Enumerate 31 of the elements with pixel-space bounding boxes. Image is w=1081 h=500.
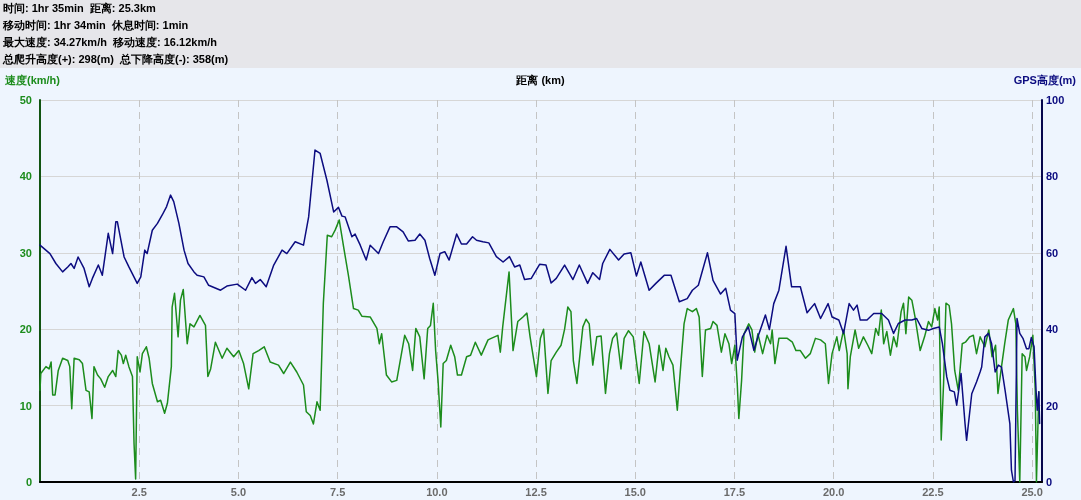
x-tick-label: 20.0 <box>822 485 845 498</box>
x-axis-title: 距离 (km) <box>515 73 565 86</box>
y2-tick-label: 40 <box>1046 323 1059 336</box>
y2-tick-label: 0 <box>1046 476 1053 488</box>
y-tick-label: 40 <box>19 170 32 183</box>
x-tick-label: 2.5 <box>131 485 147 498</box>
x-tick-label: 10.0 <box>426 485 448 498</box>
y2-tick-label: 60 <box>1046 246 1059 259</box>
x-tick-label: 7.5 <box>329 485 346 498</box>
x-tick-label: 12.5 <box>525 485 547 498</box>
x-tick-label: 25.0 <box>1021 485 1043 498</box>
text: 总爬升高度(+): 298(m) 总下降高度(-): 358(m) <box>3 52 230 67</box>
y2-tick-label: 20 <box>1046 399 1059 412</box>
line-series <box>39 149 1041 483</box>
x-tick-label: 17.5 <box>723 485 746 498</box>
y2-axis-title: GPS高度(m) <box>1013 73 1077 86</box>
y-tick-label: 30 <box>19 246 32 259</box>
y-tick-label: 10 <box>19 399 32 412</box>
x-tick-label: 22.5 <box>922 485 944 498</box>
y2-tick-label: 80 <box>1046 170 1059 183</box>
y2-tick-label: 100 <box>1046 94 1065 106</box>
line-series <box>39 219 1040 483</box>
y-tick-label: 20 <box>19 323 32 336</box>
x-tick-label: 5.0 <box>230 485 247 498</box>
y-axis-title: 速度(km/h) <box>4 73 61 86</box>
y-tick-label: 0 <box>25 476 32 488</box>
x-tick-label: 15.0 <box>624 485 646 498</box>
y-tick-label: 50 <box>19 94 32 106</box>
text: 最大速度: 34.27km/h 移动速度: 16.12km/h <box>3 35 218 50</box>
text: 时间: 1hr 35min 距离: 25.3km <box>3 1 157 16</box>
text: 移动时间: 1hr 34min 休息时间: 1min <box>3 18 190 33</box>
